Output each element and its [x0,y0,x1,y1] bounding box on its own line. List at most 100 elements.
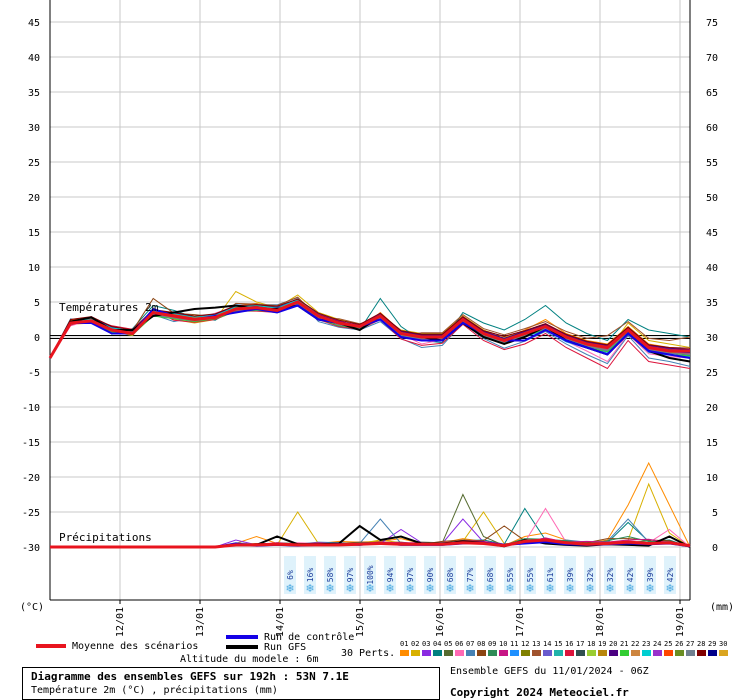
pert-swatch [675,650,684,656]
x-tick-label: 18/01 [595,607,606,637]
snow-prob-cell [424,556,436,594]
pert-swatch [609,650,618,656]
snowflake-icon: ❄ [645,582,654,595]
pert-label: 23 [642,640,651,648]
pert-label: 02 [411,640,420,648]
snowflake-icon: ❄ [465,582,474,595]
pert-swatch [554,650,563,656]
snow-prob-label: 55% [506,568,515,583]
pert-label: 30 [719,640,728,648]
snow-prob-cell [624,556,636,594]
pert-swatch [620,650,629,656]
snowflake-icon: ❄ [345,582,354,595]
right-tick-label: 35 [706,298,718,309]
snow-prob-cell [284,556,296,594]
pert-label: 20 [609,640,618,648]
snow-prob-cell [464,556,476,594]
snowflake-icon: ❄ [425,582,434,595]
right-tick-label: 50 [706,193,718,204]
snowflake-icon: ❄ [405,582,414,595]
snow-prob-label: 90% [426,568,435,583]
pert-swatch [466,650,475,656]
pert-label: 19 [598,640,607,648]
pert-label: 26 [675,640,684,648]
gfs-swatch [226,645,258,649]
precipitation-series-label: Précipitations [59,531,152,544]
snow-prob-cell [604,556,616,594]
left-tick-label: 35 [28,88,40,99]
snowflake-icon: ❄ [605,582,614,595]
snowflake-icon: ❄ [665,582,674,595]
right-tick-label: 30 [706,333,718,344]
snow-prob-label: 97% [346,568,355,583]
pert-swatch [455,650,464,656]
pert-label: 08 [477,640,486,648]
snowflake-icon: ❄ [545,582,554,595]
snow-prob-cell [484,556,496,594]
snow-prob-cell [504,556,516,594]
temperature-series-label: Températures 2m [59,301,159,314]
pert-label: 25 [664,640,673,648]
snow-prob-cell [564,556,576,594]
pert-swatch [400,650,409,656]
footer-title: Diagramme des ensembles GEFS sur 192h : … [31,670,349,683]
x-tick-label: 16/01 [435,607,446,637]
pert-swatch [488,650,497,656]
snowflake-icon: ❄ [585,582,594,595]
snow-prob-label: 42% [626,568,635,583]
pert-swatch [686,650,695,656]
pert-label: 22 [631,640,640,648]
legend-mean-label: Moyenne des scénarios [72,641,199,652]
snowflake-icon: ❄ [285,582,294,595]
pert-label: 07 [466,640,475,648]
snow-prob-label: 94% [386,568,395,583]
x-tick-label: 12/01 [115,607,126,637]
pert-swatch [510,650,519,656]
pert-label: 17 [576,640,585,648]
pert-swatch [576,650,585,656]
snow-prob-label: 55% [526,568,535,583]
snowflake-icon: ❄ [505,582,514,595]
left-tick-label: 30 [28,123,40,134]
right-tick-label: 75 [706,18,718,29]
right-tick-label: 55 [706,158,718,169]
snow-prob-label: 61% [546,568,555,583]
axis-ticks: 454035302520151050-5-10-15-20-25-3075706… [22,18,718,637]
pert-swatch [708,650,717,656]
snow-prob-label: 100% [366,565,375,584]
legend-gfs-label: Run GFS [264,642,307,653]
right-tick-label: 40 [706,263,718,274]
pert-swatch [477,650,486,656]
snow-prob-label: 97% [406,568,415,583]
snow-prob-label: 16% [306,568,315,583]
snow-prob-label: 58% [326,568,335,583]
mean-swatch [36,644,66,648]
pert-labels-row: 01 02 03 04 05 06 07 08 09 10 11 12 13 14 15 16 17 18 19 20… [400,640,730,648]
snowflake-icon: ❄ [445,582,454,595]
snow-prob-label: 39% [646,568,655,583]
pert-label: 09 [488,640,497,648]
snow-prob-label: 6% [286,570,295,580]
right-unit-label: (mm) [710,602,734,613]
x-tick-label: 14/01 [275,607,286,637]
pert-swatch [411,650,420,656]
snowflake-icon: ❄ [325,582,334,595]
pert-swatch [444,650,453,656]
pert-swatch [642,650,651,656]
pert-swatch [422,650,431,656]
chart-grid [49,0,691,601]
snow-prob-cell [324,556,336,594]
snow-prob-cell [544,556,556,594]
snowflake-icon: ❄ [485,582,494,595]
x-tick-label: 15/01 [355,607,366,637]
snowflake-icon: ❄ [565,582,574,595]
left-tick-label: 0 [34,333,40,344]
snow-prob-cell [644,556,656,594]
left-tick-label: 45 [28,18,40,29]
main-lines [48,300,691,549]
pert-label: 01 [400,640,409,648]
snow-prob-cell [524,556,536,594]
pert-label: 13 [532,640,541,648]
snow-prob-cell [384,556,396,594]
